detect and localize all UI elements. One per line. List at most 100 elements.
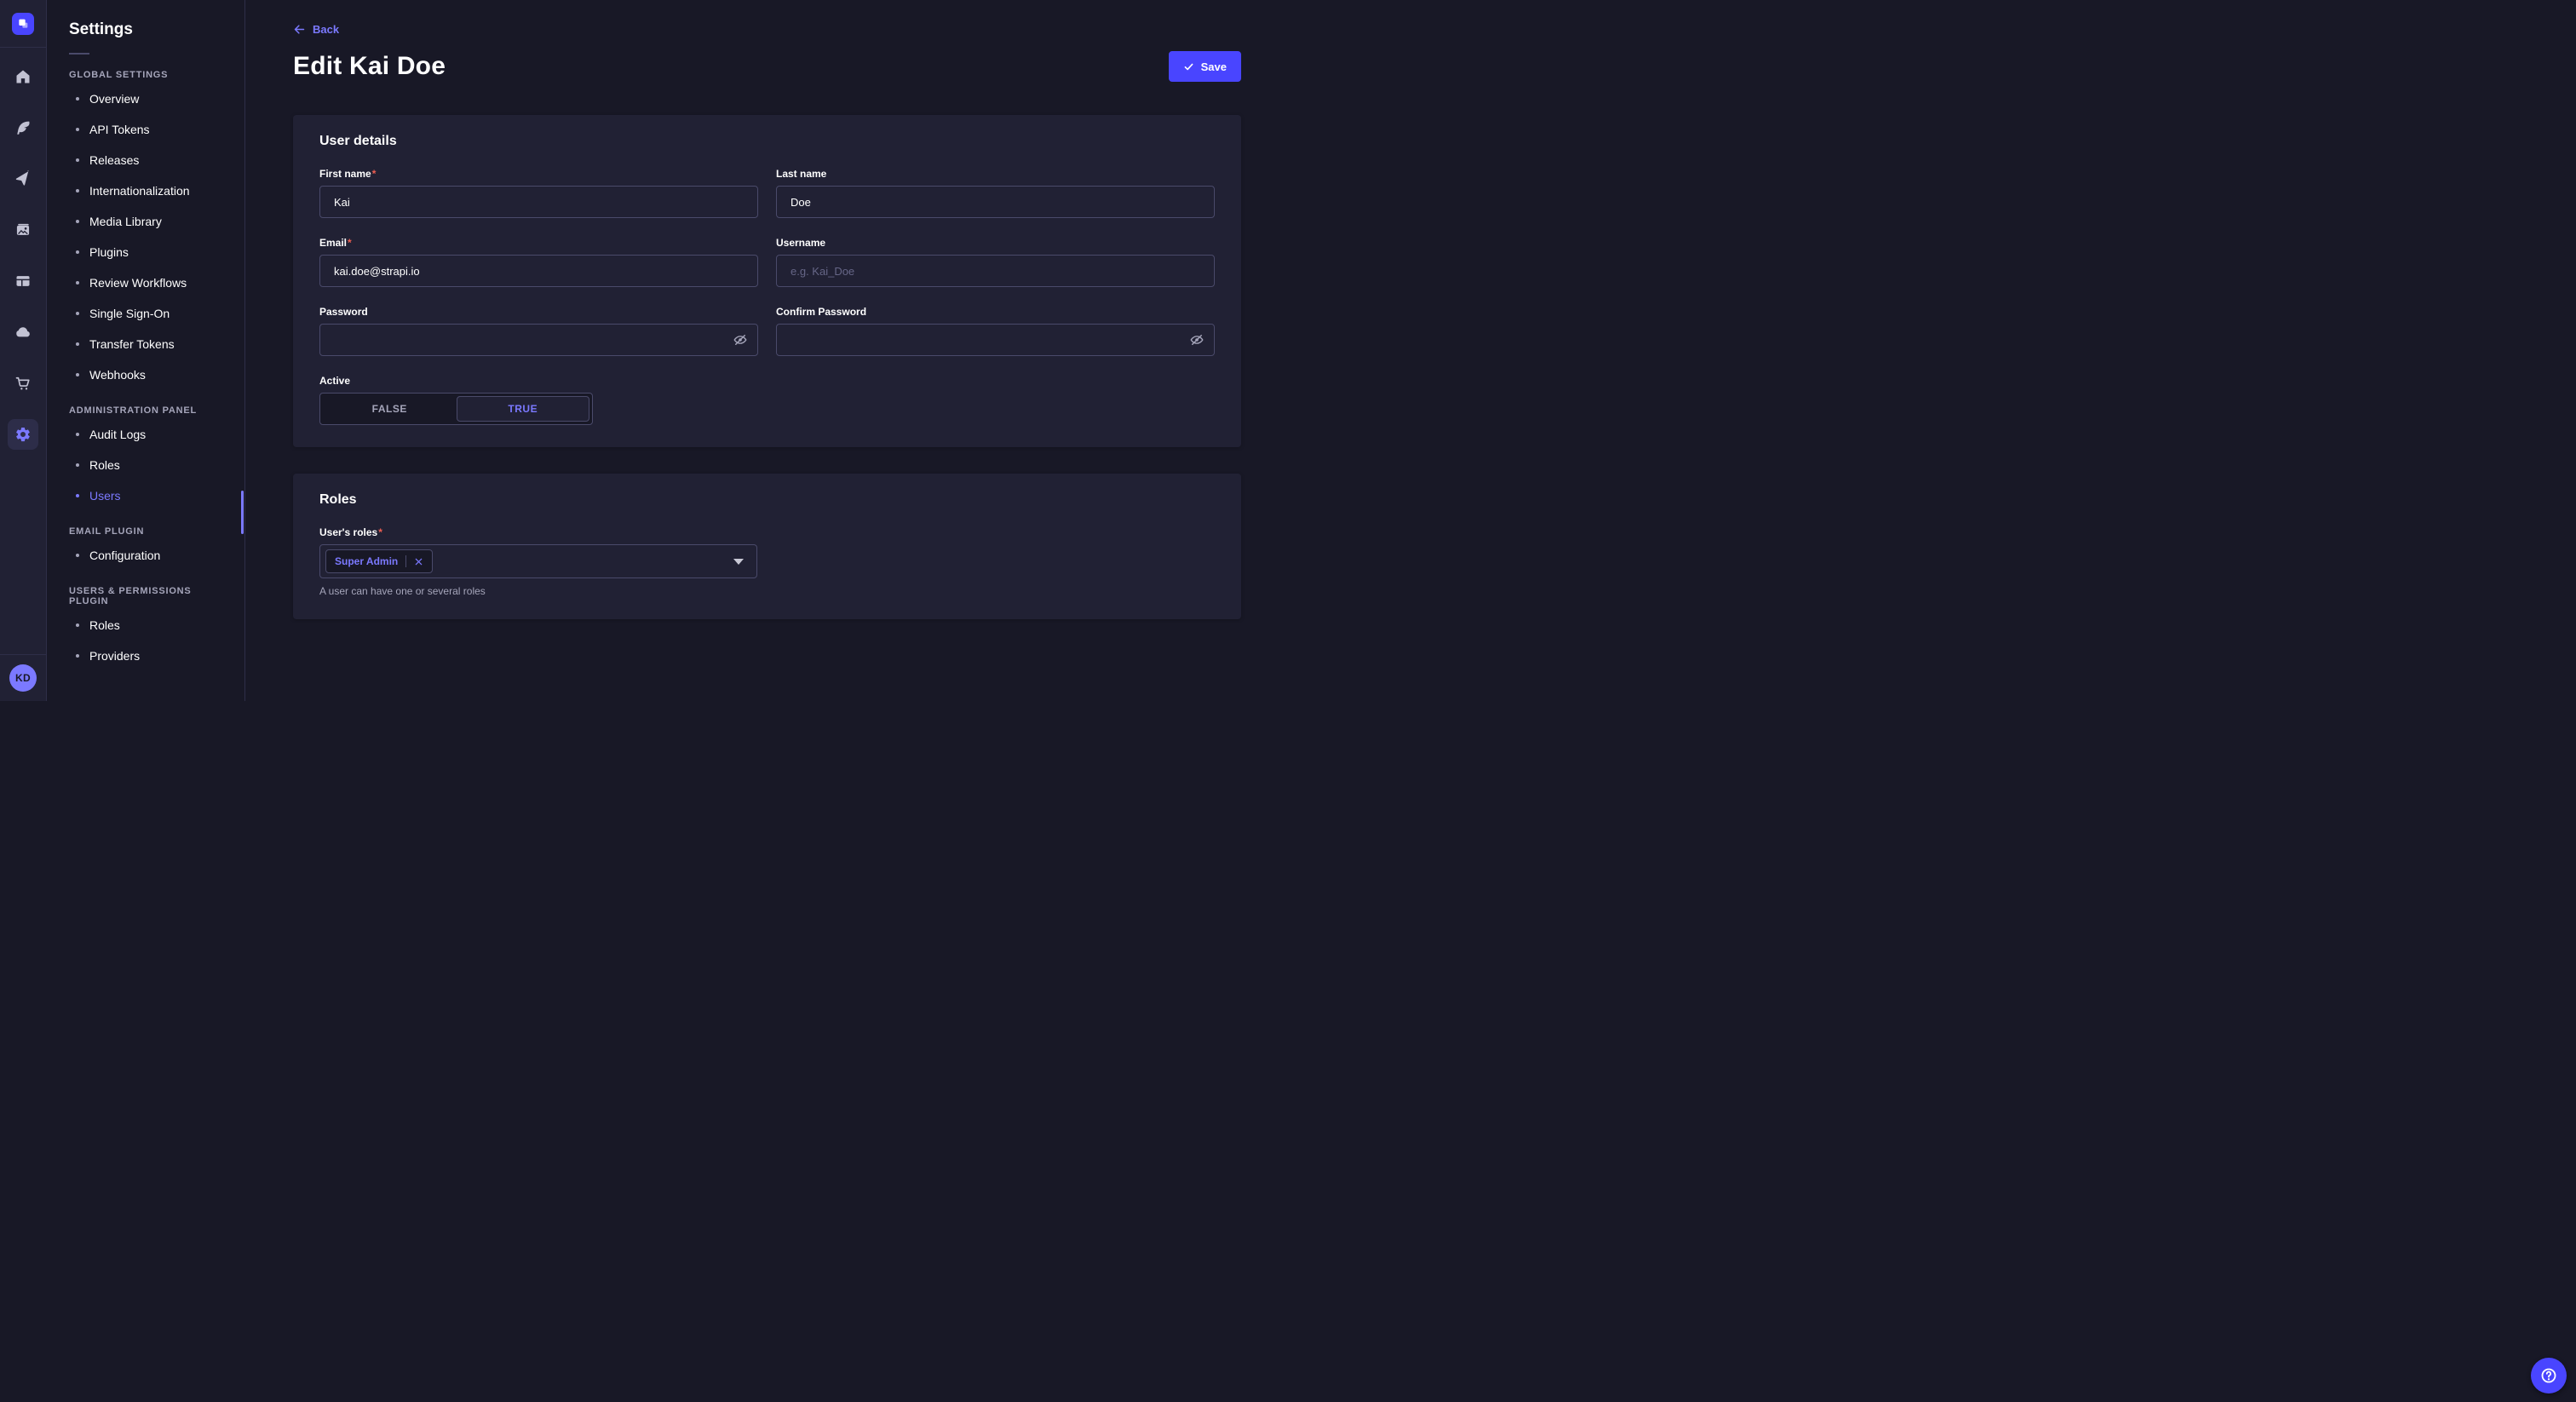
sidebar-item-transfer-tokens[interactable]: Transfer Tokens <box>47 329 244 359</box>
cloud-icon[interactable] <box>8 317 38 348</box>
page-title: Edit Kai Doe <box>293 52 446 80</box>
role-tag-label: Super Admin <box>335 555 399 567</box>
sidebar-item-review-workflows[interactable]: Review Workflows <box>47 267 244 298</box>
back-link[interactable]: Back <box>293 23 339 36</box>
settings-subnav: Settings GLOBAL SETTINGS Overview API To… <box>47 0 245 701</box>
active-label: Active <box>319 375 351 387</box>
section-label-email-plugin: EMAIL PLUGIN <box>69 526 145 537</box>
last-name-field-group: Last name <box>776 168 1215 218</box>
subnav-scrollbar-thumb[interactable] <box>241 491 244 534</box>
sidebar-item-releases[interactable]: Releases <box>47 145 244 175</box>
user-details-grid: First name* Last name Email* Username Pa <box>319 168 1215 425</box>
bullet-icon <box>76 220 79 223</box>
active-field-group: Active FALSE TRUE <box>319 375 758 425</box>
remove-role-button[interactable] <box>414 557 423 566</box>
sidebar-item-single-sign-on[interactable]: Single Sign-On <box>47 298 244 329</box>
bullet-icon <box>76 158 79 162</box>
strapi-logo-icon <box>19 19 28 28</box>
last-name-input[interactable] <box>776 186 1215 218</box>
required-asterisk: * <box>371 168 377 180</box>
user-roles-field-group: User's roles* Super Admin A user can hav… <box>319 526 1215 597</box>
sidebar-item-api-tokens[interactable]: API Tokens <box>47 114 244 145</box>
active-toggle-true[interactable]: TRUE <box>456 396 589 422</box>
sidebar-item-plugins[interactable]: Plugins <box>47 237 244 267</box>
confirm-password-field-group: Confirm Password <box>776 306 1215 356</box>
last-name-label: Last name <box>776 168 827 180</box>
bullet-icon <box>76 250 79 254</box>
main-nav-rail: KD <box>0 0 47 701</box>
rail-icon-list <box>0 61 46 450</box>
subnav-title: Settings <box>69 20 133 38</box>
bullet-icon <box>76 281 79 284</box>
roles-heading: Roles <box>319 492 357 507</box>
arrow-left-icon <box>294 25 305 34</box>
check-icon <box>1184 63 1193 70</box>
first-name-label: First name* <box>319 168 377 180</box>
chevron-down-icon[interactable] <box>733 559 744 565</box>
bullet-icon <box>76 623 79 627</box>
bullet-icon <box>76 312 79 315</box>
required-asterisk: * <box>348 237 352 249</box>
password-label: Password <box>319 306 368 318</box>
paper-plane-icon[interactable] <box>8 164 38 194</box>
sidebar-item-providers[interactable]: Providers <box>47 641 244 671</box>
media-icon[interactable] <box>8 215 38 245</box>
home-icon[interactable] <box>8 61 38 92</box>
bullet-icon <box>76 463 79 467</box>
gear-icon[interactable] <box>8 419 38 450</box>
username-input[interactable] <box>776 255 1215 287</box>
logo-area <box>0 0 46 48</box>
role-tag-separator <box>405 555 407 567</box>
password-input-wrap <box>319 324 758 356</box>
required-asterisk: * <box>378 526 382 538</box>
sidebar-item-up-roles[interactable]: Roles <box>47 610 244 641</box>
user-details-card: User details First name* Last name Email… <box>293 115 1241 447</box>
confirm-password-input-wrap <box>776 324 1215 356</box>
feather-icon[interactable] <box>8 112 38 143</box>
bullet-icon <box>76 654 79 658</box>
bullet-icon <box>76 554 79 557</box>
confirm-password-label: Confirm Password <box>776 306 867 318</box>
bullet-icon <box>76 128 79 131</box>
strapi-logo[interactable] <box>12 12 34 35</box>
toggle-confirm-password-visibility-button[interactable] <box>1189 332 1205 348</box>
email-input[interactable] <box>319 255 758 287</box>
rail-footer: KD <box>0 654 46 701</box>
back-label: Back <box>313 23 340 36</box>
active-toggle-false[interactable]: FALSE <box>323 396 457 422</box>
main-content: Back Edit Kai Doe Save User details Firs… <box>245 0 2567 1393</box>
close-icon <box>415 558 423 565</box>
bullet-icon <box>76 189 79 192</box>
first-name-field-group: First name* <box>319 168 758 218</box>
bullet-icon <box>76 494 79 497</box>
confirm-password-input[interactable] <box>776 324 1215 356</box>
sidebar-item-overview[interactable]: Overview <box>47 83 244 114</box>
sidebar-item-admin-roles[interactable]: Roles <box>47 450 244 480</box>
email-field-group: Email* <box>319 237 758 287</box>
bullet-icon <box>76 342 79 346</box>
toggle-password-visibility-button[interactable] <box>733 332 748 348</box>
avatar[interactable]: KD <box>9 664 37 692</box>
active-toggle: FALSE TRUE <box>319 393 593 425</box>
user-roles-select[interactable]: Super Admin <box>319 544 757 578</box>
sidebar-item-media-library[interactable]: Media Library <box>47 206 244 237</box>
username-field-group: Username <box>776 237 1215 287</box>
cart-icon[interactable] <box>8 368 38 399</box>
save-button[interactable]: Save <box>1168 51 1241 82</box>
first-name-input[interactable] <box>319 186 758 218</box>
sidebar-item-configuration[interactable]: Configuration <box>47 540 244 571</box>
sidebar-item-audit-logs[interactable]: Audit Logs <box>47 419 244 450</box>
user-details-heading: User details <box>319 134 397 148</box>
bullet-icon <box>76 433 79 436</box>
sidebar-item-webhooks[interactable]: Webhooks <box>47 359 244 390</box>
password-input[interactable] <box>319 324 758 356</box>
section-label-global-settings: GLOBAL SETTINGS <box>69 70 169 80</box>
subnav-title-divider <box>69 53 89 55</box>
layout-icon[interactable] <box>8 266 38 296</box>
password-field-group: Password <box>319 306 758 356</box>
sidebar-item-users[interactable]: Users <box>47 480 244 511</box>
eye-off-icon <box>1190 335 1204 345</box>
sidebar-item-internationalization[interactable]: Internationalization <box>47 175 244 206</box>
user-roles-label: User's roles* <box>319 526 382 538</box>
